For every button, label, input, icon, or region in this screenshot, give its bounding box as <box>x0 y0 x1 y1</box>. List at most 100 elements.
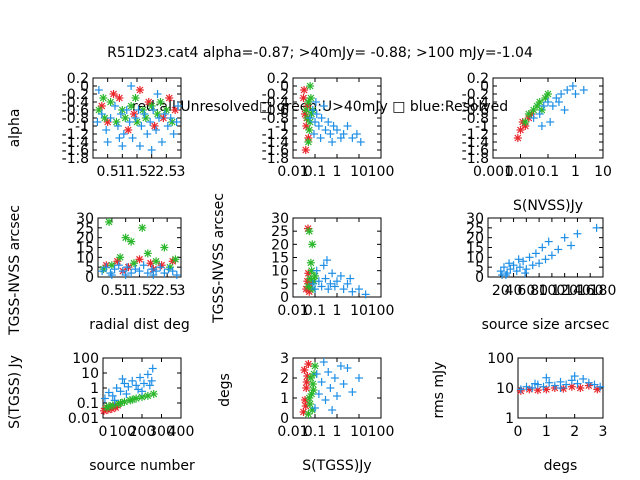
data-point <box>172 118 181 126</box>
x-tick-label: 3 <box>177 164 186 180</box>
y-tick-label: -1.8 <box>62 151 89 167</box>
data-point <box>107 271 116 280</box>
data-point <box>328 406 337 414</box>
data-point <box>539 102 548 110</box>
data-point <box>148 364 157 373</box>
data-point <box>102 126 111 134</box>
y-tick-label: 20 <box>76 231 94 247</box>
data-point <box>103 138 112 146</box>
series-blue <box>306 98 365 146</box>
data-point <box>355 285 363 294</box>
data-point <box>311 271 319 280</box>
data-point <box>124 126 133 134</box>
data-point <box>545 378 554 387</box>
data-point <box>174 102 183 110</box>
y-tick-label: 1 <box>90 381 99 397</box>
y-axis-title: S(TGSS) Jy <box>7 355 23 429</box>
data-point <box>113 122 122 130</box>
data-point <box>306 400 315 408</box>
data-point <box>560 233 569 242</box>
data-point <box>579 86 588 94</box>
data-point <box>513 134 522 142</box>
data-point <box>339 285 348 294</box>
data-point <box>127 82 136 90</box>
data-point <box>326 279 335 288</box>
data-point <box>311 98 320 106</box>
x-tick-label: 200 <box>129 424 156 440</box>
x-tick-label: 1.5 <box>128 283 150 299</box>
x-tick-label: 2 <box>147 164 156 180</box>
x-tick-label: 1 <box>333 164 342 180</box>
y-tick-label: 0 <box>280 411 289 427</box>
data-point <box>137 122 146 130</box>
x-tick-label: 0.1 <box>304 303 326 319</box>
data-point <box>127 237 136 246</box>
x-tick-label: 140 <box>564 283 591 299</box>
data-point <box>139 379 148 388</box>
data-point <box>123 263 132 272</box>
data-point <box>304 282 313 291</box>
data-point <box>97 110 106 118</box>
data-point <box>317 378 326 386</box>
y-tick-label: -1.4 <box>262 135 289 151</box>
data-point <box>116 399 125 407</box>
data-point <box>554 245 563 254</box>
data-point <box>305 126 314 134</box>
data-point <box>143 269 152 278</box>
data-point <box>110 265 119 274</box>
data-point <box>165 94 174 102</box>
y-tick-label: -0.6 <box>62 103 89 119</box>
data-point <box>535 259 544 268</box>
data-point <box>525 253 534 262</box>
y-tick-label: 1 <box>280 391 289 407</box>
series-blue <box>93 82 183 154</box>
data-point <box>106 114 115 122</box>
data-point <box>576 384 585 392</box>
data-point <box>112 384 121 392</box>
data-point <box>312 110 321 118</box>
x-tick-label: 100 <box>109 424 136 440</box>
data-point <box>152 257 161 266</box>
data-point <box>146 259 155 268</box>
data-point <box>113 257 122 266</box>
y-tick-label: -0.4 <box>462 95 489 111</box>
data-point <box>537 122 546 130</box>
data-point <box>305 227 314 236</box>
data-point <box>308 240 317 249</box>
y-tick-label: 0 <box>280 290 289 306</box>
x-tick-label: 3 <box>177 283 186 299</box>
x-tick-label: 0.1 <box>537 164 559 180</box>
data-point <box>515 263 524 272</box>
x-tick-label: 0.001 <box>473 164 513 180</box>
data-point <box>336 271 345 280</box>
data-point <box>573 379 582 388</box>
series-green <box>304 362 319 418</box>
y-tick-label: -1.6 <box>462 143 489 159</box>
title-line-1: R51D23.cat4 alpha=-0.87; >40mJy= -0.88; … <box>107 45 533 61</box>
data-point <box>109 90 118 98</box>
data-point <box>361 290 370 299</box>
data-point <box>164 265 173 274</box>
data-point <box>120 379 129 388</box>
x-axis-title: S(TGSS)Jy <box>302 458 371 474</box>
data-point <box>317 282 326 291</box>
data-point <box>312 370 321 378</box>
data-point <box>119 130 128 138</box>
data-point <box>522 382 531 391</box>
y-tick-label: -0.6 <box>462 103 489 119</box>
series-green <box>102 389 158 412</box>
data-point <box>102 263 111 272</box>
data-point <box>556 384 565 392</box>
data-point <box>127 102 136 110</box>
data-point <box>328 138 337 146</box>
data-point <box>547 251 556 260</box>
data-point <box>302 378 311 386</box>
series-red <box>513 110 536 142</box>
x-tick-label: 60 <box>517 283 535 299</box>
y-tick-label: 0.1 <box>77 396 99 412</box>
y-tick-label: -1.8 <box>462 151 489 167</box>
data-point <box>567 241 576 250</box>
data-point <box>115 134 124 142</box>
